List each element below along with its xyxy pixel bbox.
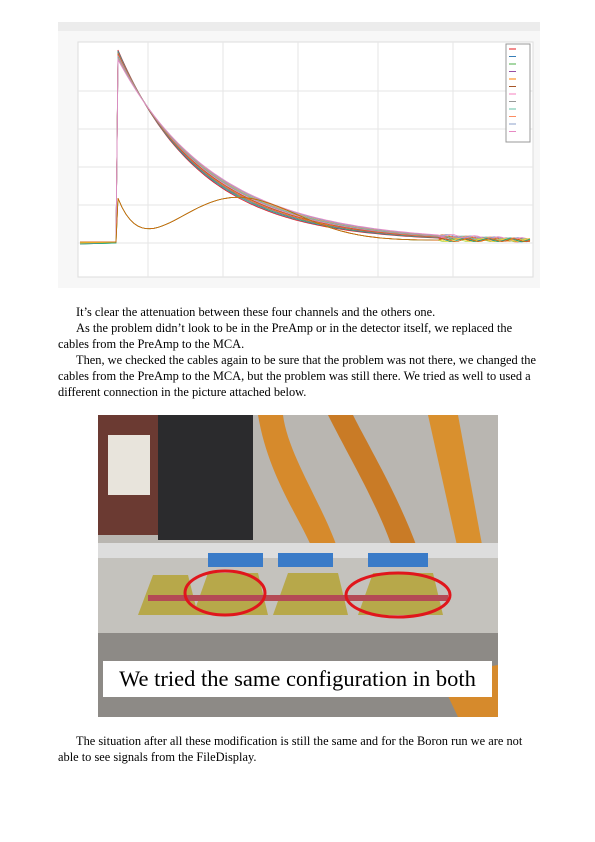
paragraph: It’s clear the attenuation between these… [76, 305, 436, 319]
chart-screenshot [58, 22, 540, 288]
curves [79, 48, 531, 245]
photo-caption: We tried the same configuration in both [103, 661, 492, 697]
signal-curve [79, 58, 531, 245]
signal-curve [80, 196, 531, 243]
legend-box [505, 43, 531, 143]
paragraph: As the problem didn’t look to be in the … [58, 321, 513, 351]
plot-area [77, 41, 534, 278]
window-bar [58, 22, 540, 31]
paragraph: Then, we checked the cables again to be … [58, 353, 536, 399]
paragraph: The situation after all these modificati… [58, 734, 523, 764]
